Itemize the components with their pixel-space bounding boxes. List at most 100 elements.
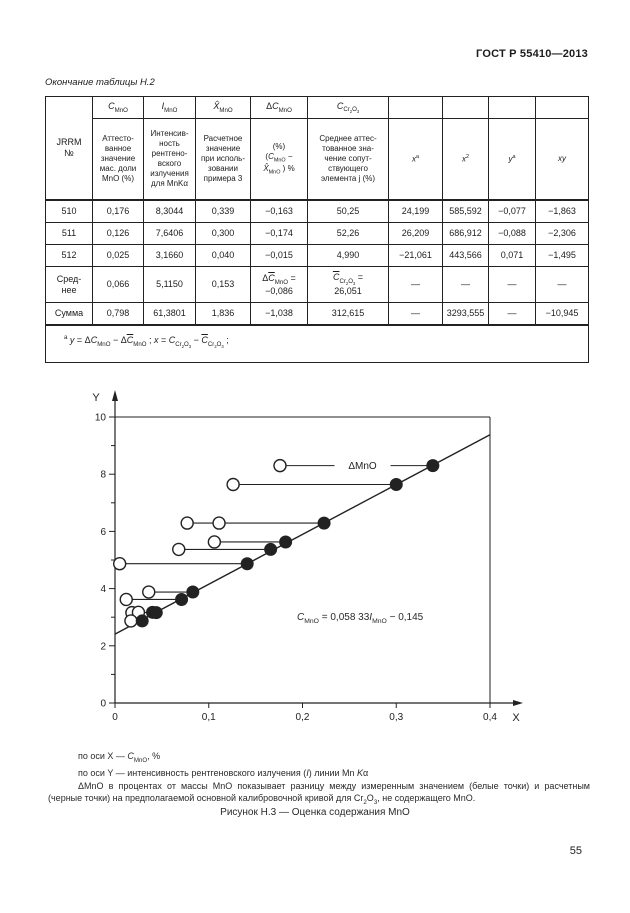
- x-tick-label: 0,3: [389, 712, 403, 723]
- delta-label-bg: [334, 459, 391, 473]
- table-cell: Сред-нее: [45, 266, 93, 303]
- calculated-point: [175, 592, 189, 606]
- table-cell: −21,061: [388, 244, 443, 267]
- x-tick-label: 0: [112, 712, 118, 723]
- table-header-symbol: [388, 96, 443, 119]
- table-cell: Сумма: [45, 302, 93, 326]
- table-cell: 8,3044: [143, 199, 196, 223]
- table-cell: 4,990: [307, 244, 389, 267]
- y-tick-label: 4: [100, 584, 106, 595]
- table-header-symbol: [488, 96, 536, 119]
- table-cell: −2,306: [535, 222, 589, 245]
- table-cell: —: [488, 302, 536, 326]
- table-header-desc: Расчетное значение при исполь-зовании приме…: [195, 118, 251, 201]
- table-cell: 50,25: [307, 199, 389, 223]
- table-cell: 312,615: [307, 302, 389, 326]
- y-tick-label: 2: [100, 641, 106, 652]
- axis-y-note: по оси Y — интенсивность рентгеновского …: [78, 768, 369, 779]
- table-cell: 24,199: [388, 199, 443, 223]
- x-axis-label: X: [512, 712, 520, 724]
- table-cell: 0,339: [195, 199, 251, 223]
- calculated-point: [264, 542, 278, 556]
- table-cell: 510: [45, 199, 93, 223]
- x-axis-arrow: [513, 700, 523, 706]
- table-footer: a y = ΔCMnO − ΔCMnO ; x = CCr2O3 − CCr2O…: [45, 324, 589, 363]
- table-cell: 0,040: [195, 244, 251, 267]
- calibration-equation: CMnO = 0,058 33IMnO − 0,145: [297, 612, 424, 625]
- table-cell: 0,153: [195, 266, 251, 303]
- calculated-point: [279, 535, 293, 549]
- table-cell: 511: [45, 222, 93, 245]
- table-cell: —: [388, 266, 443, 303]
- table-header-jrrm: JRRM №: [45, 96, 93, 201]
- table-cell: 0,300: [195, 222, 251, 245]
- table-cell: 0,176: [92, 199, 144, 223]
- table-cell: 7,6406: [143, 222, 196, 245]
- table-header-symbol: [442, 96, 489, 119]
- table-row: 510 0,176 8,3044 0,339 −0,163 50,25 24,199 585,…: [45, 199, 589, 223]
- measured-point: [119, 592, 133, 607]
- standard-number: ГОСТ Р 55410—2013: [476, 48, 588, 60]
- table-cell: 686,912: [442, 222, 489, 245]
- measured-point: [142, 585, 156, 599]
- table-header-symbols-row: JRRM № CMnO IMnO X̂MnO ΔCMnO CCr2O3: [45, 96, 589, 201]
- table-cell: 585,592: [442, 199, 489, 223]
- figure-h3: Y X 0 2 4 6 8 10 0 0,1 0,2 0,3 0,4 ΔMnO CMnO = 0,058 …: [0, 385, 630, 747]
- figure-caption: Рисунок Н.3 — Оценка содержания MnO: [220, 807, 410, 818]
- table-cell: 0,071: [488, 244, 536, 267]
- measured-point: [273, 458, 287, 473]
- table-cell: 3293,555: [442, 302, 489, 326]
- figure-notes: по оси X — CMnO, % по оси Y — интенсивно…: [48, 750, 590, 810]
- table-header-desc-row: Аттесто-ванное значение мас. доли MnO (%) И…: [46, 118, 589, 201]
- x-tick-label: 0,2: [296, 712, 310, 723]
- table-cell: 512: [45, 244, 93, 267]
- table-cell: —: [488, 266, 536, 303]
- table-header-desc: Среднее аттес-тованное зна-чение сопут-с…: [307, 118, 389, 201]
- calculated-point: [389, 477, 403, 491]
- measured-point: [172, 542, 186, 557]
- measured-point: [207, 535, 222, 549]
- table-header-symbol: CCr2O3: [307, 96, 389, 119]
- delta-mno-note: ΔMnO в процентах от массы MnO показывает…: [48, 780, 590, 807]
- table-cell: 0,025: [92, 244, 144, 267]
- calculated-point: [317, 516, 331, 530]
- y-axis-label: Y: [92, 392, 100, 404]
- page-number: 55: [569, 845, 582, 857]
- table-cell: −0,088: [488, 222, 536, 245]
- table-header-symbol: [535, 96, 589, 119]
- table-header-desc: xy: [535, 118, 589, 201]
- table-header-symbol: X̂MnO: [195, 96, 251, 119]
- measured-point: [212, 516, 226, 530]
- table-cell: −0,015: [250, 244, 308, 267]
- table-cell: 61,3801: [143, 302, 196, 326]
- table-cell: −1,495: [535, 244, 589, 267]
- table-cell: −0,163: [250, 199, 308, 223]
- y-tick-label: 6: [100, 527, 106, 538]
- table-header-desc: Интенсив-ность рентгено-вского излучения дл…: [143, 118, 196, 201]
- calculated-point: [426, 459, 440, 473]
- table-header-symbol: IMnO: [143, 96, 196, 119]
- table-caption: Окончание таблицы Н.2: [45, 77, 155, 88]
- table-cell: −1,863: [535, 199, 589, 223]
- measured-point: [180, 516, 194, 530]
- table-cell: 1,836: [195, 302, 251, 326]
- calculated-point: [146, 605, 159, 619]
- y-tick-label: 8: [100, 470, 106, 481]
- table-header-desc: Аттесто-ванное значение мас. доли MnO (%): [92, 118, 144, 201]
- table-cell: 5,1150: [143, 266, 196, 303]
- delta-mno-label: ΔMnO: [348, 461, 377, 472]
- table-cell: −10,945: [535, 302, 589, 326]
- table-row: Сред-нее 0,066 5,1150 0,153 ΔCMnO = −0,086 CCr…: [45, 266, 589, 303]
- table-cell: −0,077: [488, 199, 536, 223]
- table-cell: —: [388, 302, 443, 326]
- table-header: JRRM № CMnO IMnO X̂MnO ΔCMnO CCr2O3 Аттес…: [45, 96, 589, 201]
- table-cell: −1,038: [250, 302, 308, 326]
- table-header-desc: (%) (CMnO − X̂MnO ) %: [250, 118, 308, 201]
- y-tick-label: 10: [95, 413, 107, 424]
- table-row: 512 0,025 3,1660 0,040 −0,015 4,990 −21,061 443…: [45, 244, 589, 267]
- table-footnote-row: a y = ΔCMnO − ΔCMnO ; x = CCr2O3 − CCr2O…: [45, 324, 589, 363]
- measured-point: [112, 557, 127, 571]
- y-tick-label: 0: [100, 699, 106, 710]
- figure-h3-chart: Y X 0 2 4 6 8 10 0 0,1 0,2 0,3 0,4 ΔMnO: [92, 390, 523, 724]
- table-footnote: a y = ΔCMnO − ΔCMnO ; x = CCr2O3 − CCr2O…: [45, 324, 589, 363]
